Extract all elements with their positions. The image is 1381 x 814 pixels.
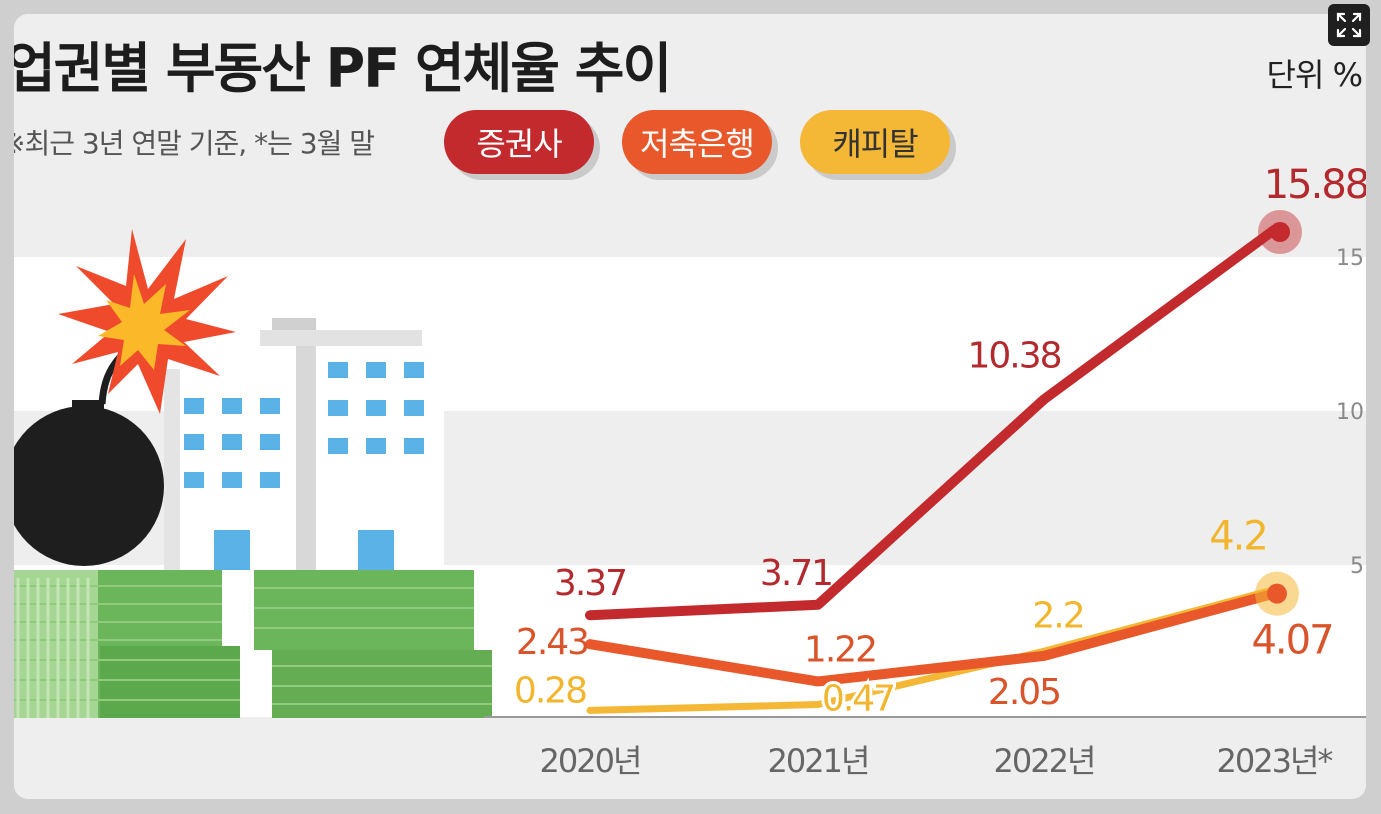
data-label-savings-bank: 2.05 xyxy=(988,672,1060,713)
page-title: 업권별 부동산 PF 연체율 추이 xyxy=(14,37,672,100)
infographic-card: 5 10 15 2020년 2021년 2022년 2023년* 3.37 3.71 10.3… xyxy=(14,14,1366,799)
data-label-securities: 15.88 xyxy=(1264,162,1366,208)
data-label-securities: 3.71 xyxy=(760,553,832,594)
data-label-capital: 0.47 xyxy=(822,679,894,720)
line-chart: 5 10 15 2020년 2021년 2022년 2023년* 3.37 3.71 10.3… xyxy=(484,162,1366,780)
legend-capital: 캐피탈 xyxy=(800,110,950,174)
footnote: ※최근 3년 연말 기준, *는 3월 말 xyxy=(14,127,375,160)
y-tick-label: 15 xyxy=(1336,246,1364,271)
data-label-capital: 4.2 xyxy=(1209,514,1267,560)
building-icon xyxy=(164,318,444,574)
series-line-securities xyxy=(585,225,1279,621)
explosion-icon xyxy=(58,229,236,414)
legend-securities: 증권사 xyxy=(444,110,594,174)
expand-glyph xyxy=(1336,12,1362,38)
x-tick-label: 2023년* xyxy=(1217,742,1334,780)
unit-label: 단위 % xyxy=(1266,56,1363,94)
expand-icon[interactable] xyxy=(1328,4,1370,46)
x-tick-label: 2020년 xyxy=(540,742,641,780)
data-label-savings-bank: 2.43 xyxy=(516,622,588,663)
data-label-securities: 10.38 xyxy=(967,335,1060,376)
x-tick-label: 2022년 xyxy=(994,742,1095,780)
y-tick-label: 10 xyxy=(1336,400,1364,425)
endpoint-dot xyxy=(1267,583,1287,604)
series-line-savings-bank xyxy=(585,588,1279,687)
x-tick-label: 2021년 xyxy=(768,742,869,780)
y-tick-label: 5 xyxy=(1350,554,1364,579)
data-label-savings-bank: 1.22 xyxy=(804,629,876,670)
data-label-savings-bank: 4.07 xyxy=(1251,618,1332,664)
data-label-securities: 3.37 xyxy=(554,563,626,604)
data-label-capital: 2.2 xyxy=(1032,595,1083,636)
money-stack-icon xyxy=(14,570,492,718)
endpoint-dot xyxy=(1270,222,1290,242)
data-label-capital: 0.28 xyxy=(514,670,586,711)
illustration xyxy=(14,229,492,718)
bomb-icon xyxy=(14,347,164,566)
legend-savings-bank: 저축은행 xyxy=(622,110,772,174)
